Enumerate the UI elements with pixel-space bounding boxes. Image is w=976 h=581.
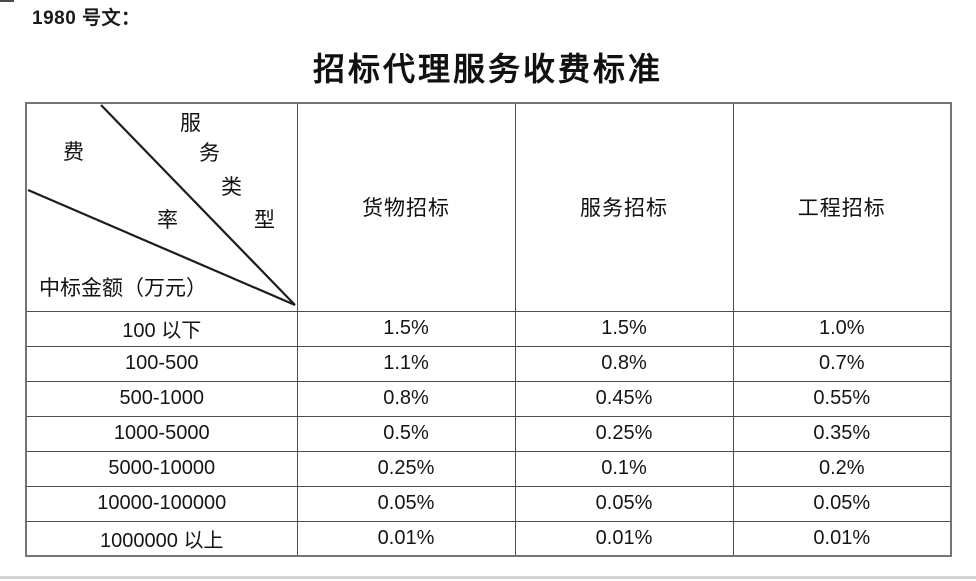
diagonal-divider-lines [27, 104, 296, 307]
column-header-works: 工程招标 [732, 102, 952, 312]
rate-cell: 0.25% [296, 450, 516, 487]
table-row: 5000-10000 0.25% 0.1% 0.2% [25, 450, 952, 487]
rate-cell: 0.05% [514, 485, 734, 522]
rate-cell: 0.35% [732, 415, 952, 452]
fee-standard-table: 服 务 类 型 费 率 中标金额（万元） 货物招标 服务招标 工程招标 100 … [25, 102, 952, 557]
rate-cell: 0.5% [296, 415, 516, 452]
rate-cell: 0.45% [514, 380, 734, 417]
amount-range-cell: 500-1000 [25, 380, 298, 417]
rate-cell: 0.55% [732, 380, 952, 417]
table-row: 10000-100000 0.05% 0.05% 0.05% [25, 485, 952, 522]
row-axis-label: 中标金额（万元） [39, 276, 207, 300]
column-header-service: 服务招标 [514, 102, 734, 312]
rate-cell: 0.25% [514, 415, 734, 452]
fee-rate-char: 率 [157, 208, 178, 232]
amount-range-cell: 10000-100000 [25, 485, 298, 522]
table-row: 100 以下 1.5% 1.5% 1.0% [25, 310, 952, 347]
rate-cell: 0.8% [514, 345, 734, 382]
rate-cell: 0.1% [514, 450, 734, 487]
service-type-char: 类 [221, 175, 242, 199]
table-row: 1000-5000 0.5% 0.25% 0.35% [25, 415, 952, 452]
rate-cell: 0.05% [732, 485, 952, 522]
rate-cell: 1.0% [732, 310, 952, 347]
rate-cell: 0.7% [732, 345, 952, 382]
document-number-label: 1980 号文： [32, 8, 141, 29]
rate-cell: 1.1% [296, 345, 516, 382]
rate-cell: 0.01% [514, 520, 734, 557]
header-row: 服 务 类 型 费 率 中标金额（万元） 货物招标 服务招标 工程招标 [25, 102, 952, 312]
service-type-char: 务 [199, 141, 220, 165]
amount-range-cell: 100-500 [25, 345, 298, 382]
rate-cell: 1.5% [296, 310, 516, 347]
table-row: 1000000 以上 0.01% 0.01% 0.01% [25, 520, 952, 557]
rate-cell: 0.2% [732, 450, 952, 487]
rate-cell: 0.01% [732, 520, 952, 557]
service-type-char: 服 [180, 111, 201, 135]
fee-rate-char: 费 [63, 140, 84, 164]
amount-range-cell: 100 以下 [25, 310, 298, 347]
amount-range-cell: 1000000 以上 [25, 520, 298, 557]
page-edge-mark [0, 0, 14, 2]
column-header-goods: 货物招标 [296, 102, 516, 312]
page-title: 招标代理服务收费标准 [312, 50, 663, 88]
rate-cell: 0.8% [296, 380, 516, 417]
table-row: 500-1000 0.8% 0.45% 0.55% [25, 380, 952, 417]
amount-range-cell: 5000-10000 [25, 450, 298, 487]
amount-range-cell: 1000-5000 [25, 415, 298, 452]
rate-cell: 0.05% [296, 485, 516, 522]
rate-cell: 1.5% [514, 310, 734, 347]
table-row: 100-500 1.1% 0.8% 0.7% [25, 345, 952, 382]
page-bottom-edge [0, 576, 976, 579]
rate-cell: 0.01% [296, 520, 516, 557]
service-type-char: 型 [254, 208, 275, 232]
diagonal-corner-cell: 服 务 类 型 费 率 中标金额（万元） [25, 102, 298, 312]
